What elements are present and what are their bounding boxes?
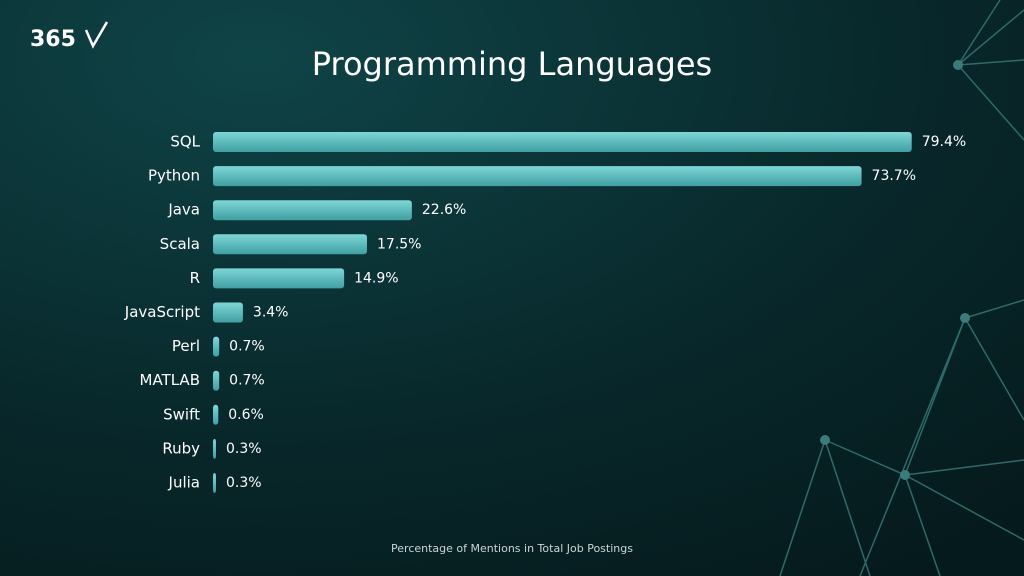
value-label: 3.4%: [253, 305, 289, 321]
value-label: 0.6%: [228, 407, 264, 423]
value-label: 14.9%: [354, 270, 398, 286]
category-label: JavaScript: [124, 303, 200, 321]
bar: [213, 234, 367, 255]
bar: [213, 268, 345, 289]
value-label: 0.3%: [226, 475, 262, 491]
logo-text: 365: [30, 27, 76, 52]
value-label: 0.7%: [229, 373, 265, 389]
value-label: 73.7%: [872, 168, 916, 184]
bar: [213, 336, 220, 357]
x-axis-label: Percentage of Mentions in Total Job Post…: [391, 542, 633, 555]
value-label: 22.6%: [422, 202, 466, 218]
bar: [213, 370, 220, 391]
category-label: Scala: [160, 235, 200, 253]
bar: [213, 404, 219, 425]
category-label: Swift: [163, 405, 200, 423]
value-label: 79.4%: [922, 134, 966, 150]
value-label: 0.7%: [229, 339, 265, 355]
bar: [213, 166, 862, 187]
category-label: SQL: [170, 133, 200, 151]
bar: [213, 132, 912, 152]
category-label: Ruby: [162, 439, 200, 457]
category-label: R: [190, 269, 200, 287]
bar: [213, 200, 412, 221]
bar: [213, 473, 216, 493]
bar: [213, 438, 216, 459]
bar: [213, 302, 243, 323]
category-label: MATLAB: [140, 371, 200, 389]
decoration: [779, 0, 1024, 576]
value-label: 17.5%: [377, 236, 421, 252]
category-label: Java: [167, 201, 200, 219]
category-label: Python: [148, 167, 200, 185]
category-label: Julia: [168, 474, 200, 492]
logo: 365: [30, 21, 109, 52]
value-label: 0.3%: [226, 441, 262, 457]
category-label: Perl: [172, 337, 200, 355]
chart-title: Programming Languages: [312, 45, 712, 83]
